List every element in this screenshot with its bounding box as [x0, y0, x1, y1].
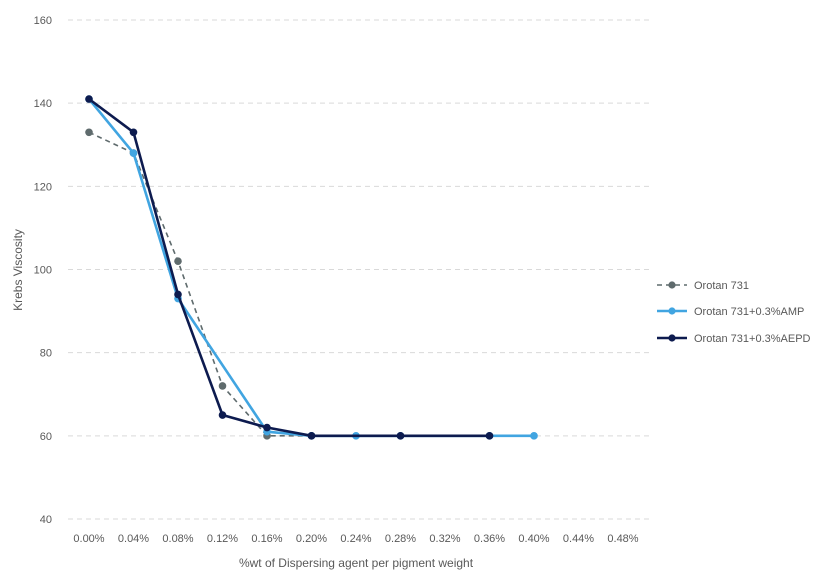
series-lines: [85, 95, 538, 440]
x-tick-label: 0.00%: [73, 533, 104, 545]
legend-item: Orotan 731+0.3%AMP: [657, 306, 804, 318]
x-tick-label: 0.12%: [207, 533, 238, 545]
x-tick-label: 0.32%: [429, 533, 460, 545]
x-tick-label: 0.24%: [340, 533, 371, 545]
data-point: [263, 423, 271, 432]
data-point: [129, 149, 138, 157]
data-point: [174, 257, 182, 265]
series-line: [88, 131, 312, 437]
x-tick-label: 0.08%: [162, 533, 193, 545]
data-point: [218, 382, 227, 390]
x-tick-label: 0.36%: [474, 533, 505, 545]
data-point: [218, 411, 227, 419]
legend-item: Orotan 731: [657, 280, 749, 292]
y-tick-label: 60: [40, 431, 52, 443]
y-tick-labels: 40 60 80 100 120 140 160: [34, 15, 52, 526]
series-line: [87, 98, 534, 438]
x-tick-label: 0.04%: [118, 533, 149, 545]
y-tick-label: 160: [34, 15, 52, 27]
grid-lines: [68, 19, 650, 520]
legend-marker: [668, 307, 676, 315]
series-3: [85, 95, 494, 440]
y-tick-label: 120: [34, 181, 52, 193]
legend-label: Orotan 731+0.3%AEPD: [694, 333, 811, 345]
y-tick-label: 100: [34, 265, 52, 277]
y-tick-label: 140: [34, 98, 52, 110]
series-1: [85, 128, 316, 440]
data-point: [85, 128, 93, 137]
legend-marker: [668, 334, 676, 342]
series-2: [85, 95, 538, 440]
x-axis-title: %wt of Dispersing agent per pigment weig…: [239, 556, 474, 570]
x-tick-label: 0.48%: [607, 533, 638, 545]
data-point: [307, 432, 316, 440]
data-point: [129, 128, 138, 137]
data-point: [174, 290, 182, 299]
series-line: [88, 97, 490, 438]
x-tick-label: 0.40%: [518, 533, 549, 545]
y-tick-label: 40: [40, 514, 52, 526]
data-point: [85, 95, 93, 103]
x-tick-label: 0.20%: [296, 533, 327, 545]
x-tick-label: 0.44%: [563, 533, 594, 545]
legend: Orotan 731 Orotan 731+0.3%AMP Orotan 731+0…: [657, 280, 811, 345]
x-tick-labels: 0.00% 0.04% 0.08% 0.12% 0.16% 0.20% 0.24% 0.28%…: [73, 533, 638, 545]
y-axis-title: Krebs Viscosity: [11, 229, 25, 311]
legend-item: Orotan 731+0.3%AEPD: [657, 333, 811, 345]
x-tick-label: 0.28%: [385, 533, 416, 545]
legend-label: Orotan 731: [694, 280, 749, 292]
legend-marker: [668, 281, 676, 289]
data-point: [530, 432, 538, 440]
legend-label: Orotan 731+0.3%AMP: [694, 306, 804, 318]
data-point: [485, 432, 494, 440]
x-tick-label: 0.16%: [251, 533, 282, 545]
y-tick-label: 80: [40, 348, 52, 360]
data-point: [396, 432, 405, 440]
